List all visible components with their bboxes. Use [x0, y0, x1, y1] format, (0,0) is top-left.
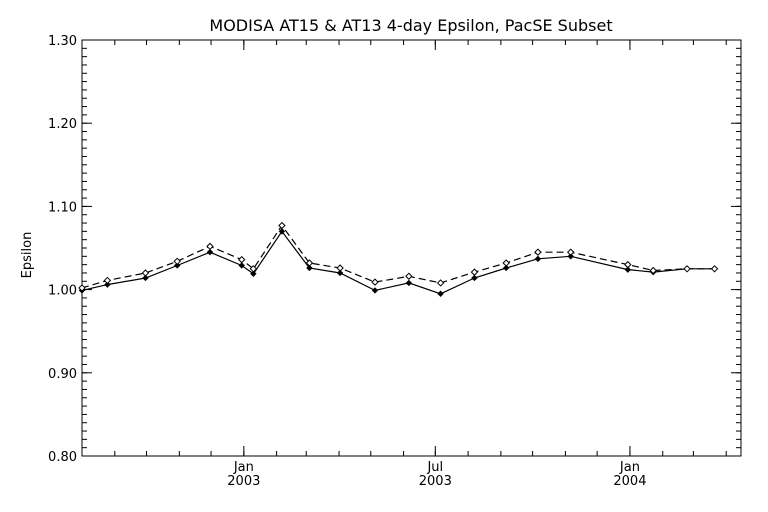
chart-title: MODISA AT15 & AT13 4-day Epsilon, PacSE …	[209, 16, 612, 35]
x-tick-label-year: 2004	[613, 474, 646, 489]
y-axis: 0.80 0.90 1.00 1.10 1.20 1.30	[48, 34, 741, 465]
series-line-dashed	[81, 224, 715, 289]
data-point-dashed	[78, 284, 86, 292]
data-point-solid	[471, 274, 478, 282]
x-tick-label: Jan	[619, 460, 640, 475]
data-point-solid	[250, 270, 257, 277]
y-tick-label: 0.90	[48, 367, 77, 382]
data-point-solid	[502, 264, 510, 272]
data-point-dashed	[649, 266, 657, 275]
data-point-dashed	[103, 276, 112, 285]
plot-frame	[81, 39, 742, 457]
y-axis-label: Epsilon	[20, 232, 35, 279]
data-point-solid	[534, 255, 542, 263]
y-tick-label: 1.20	[48, 117, 77, 132]
data-point-dashed	[249, 265, 258, 273]
data-point-solid	[567, 253, 574, 260]
data-point-solid	[206, 248, 214, 256]
y-tick-label: 1.00	[48, 284, 77, 299]
data-point-dashed	[683, 265, 691, 273]
data-point-dashed	[305, 259, 314, 267]
data-point-dashed	[405, 272, 413, 280]
data-point-solid	[173, 262, 181, 269]
data-point-solid	[371, 287, 379, 294]
data-point-dashed	[206, 242, 214, 251]
data-point-dashed	[534, 248, 542, 256]
y-tick-label: 0.80	[48, 450, 77, 465]
y-tick-label: 1.10	[48, 200, 77, 215]
series-layer	[78, 221, 719, 297]
data-point-dashed	[238, 255, 246, 264]
data-point-dashed	[566, 248, 575, 256]
data-point-dashed	[470, 268, 479, 276]
data-point-solid	[278, 228, 286, 235]
data-point-dashed	[436, 279, 445, 287]
data-point-dashed	[371, 278, 379, 286]
data-point-solid	[624, 266, 632, 273]
data-point-dashed	[502, 259, 510, 267]
data-point-dashed	[710, 265, 719, 273]
x-tick-label: Jan	[233, 460, 254, 475]
data-point-solid	[306, 264, 313, 272]
data-point-dashed	[141, 269, 150, 277]
x-tick-label-year: 2003	[419, 474, 452, 489]
data-point-dashed	[278, 221, 286, 230]
data-point-dashed	[336, 264, 344, 272]
data-point-solid	[238, 262, 245, 269]
x-tick-label: Jul	[426, 460, 443, 475]
data-point-solid	[336, 269, 344, 277]
y-tick-label: 1.30	[48, 34, 77, 49]
x-tick-label-year: 2003	[227, 474, 260, 489]
data-point-dashed	[173, 257, 181, 266]
data-point-solid	[104, 281, 111, 288]
data-point-dashed	[624, 260, 632, 269]
data-point-solid	[437, 290, 444, 297]
data-point-solid	[405, 279, 413, 287]
data-point-solid	[142, 274, 149, 282]
